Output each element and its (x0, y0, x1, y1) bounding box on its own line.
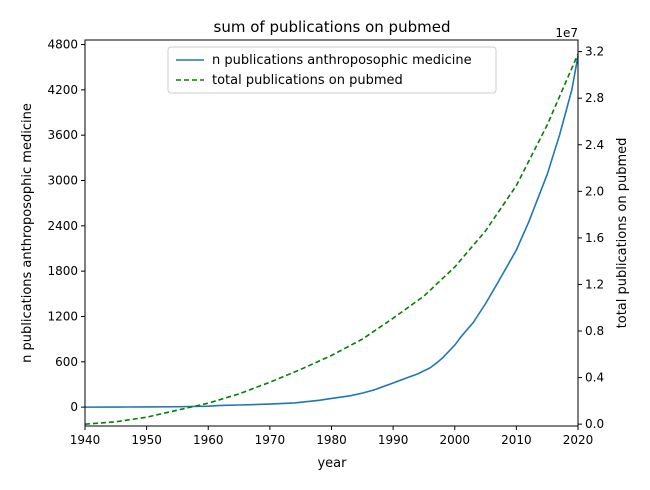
y-tick-label-right: 2.0 (585, 184, 604, 198)
y-tick-label-right: 1.2 (585, 277, 604, 291)
y-axis-label-right: total publications on pubmed (615, 138, 630, 329)
y-tick-label-left: 1800 (47, 264, 78, 278)
x-tick-label: 1960 (193, 433, 224, 447)
series-line-0 (84, 55, 579, 408)
y-tick-label-left: 2400 (47, 219, 78, 233)
axes: 1940 1950 1960 1970 1980 1990 2000 2010 2020 0 600… (47, 38, 604, 447)
x-tick-label: 2000 (439, 433, 470, 447)
plot-area (84, 53, 579, 425)
x-tick-label: 1970 (255, 433, 286, 447)
y-tick-label-left: 600 (55, 355, 78, 369)
legend-box (167, 46, 497, 94)
y-tick-label-left: 1200 (47, 309, 78, 323)
y-axis-label-left: n publications anthroposophic medicine (20, 103, 35, 363)
x-axis-label: year (317, 456, 347, 471)
x-tick-label: 1950 (131, 433, 162, 447)
y-tick-label-right: 1.6 (585, 231, 604, 245)
y-tick-label-left: 0 (70, 400, 78, 414)
x-tick-label: 1940 (70, 433, 101, 447)
x-tick-label: 2010 (501, 433, 532, 447)
legend-label-anthroposophic: n publications anthroposophic medicine (212, 53, 472, 68)
x-tick-label: 1980 (316, 433, 347, 447)
y-tick-label-left: 3000 (47, 174, 78, 188)
legend: n publications anthroposophic medicine t… (167, 46, 497, 94)
right-axis-multiplier: 1e7 (555, 26, 578, 40)
series-line-1 (84, 53, 579, 425)
y-tick-label-right: 3.2 (585, 45, 604, 59)
y-tick-label-right: 2.8 (585, 91, 604, 105)
y-tick-label-left: 4200 (47, 83, 78, 97)
y-tick-label-right: 0.0 (585, 417, 604, 431)
y-tick-label-right: 0.4 (585, 371, 604, 385)
y-tick-label-right: 2.4 (585, 138, 604, 152)
legend-label-pubmed: total publications on pubmed (212, 73, 403, 88)
x-tick-label: 1990 (378, 433, 409, 447)
x-tick-label: 2020 (563, 433, 594, 447)
y-tick-label-left: 4800 (47, 38, 78, 52)
y-tick-label-right: 0.8 (585, 324, 604, 338)
y-tick-label-left: 3600 (47, 128, 78, 142)
chart-title: sum of publications on pubmed (214, 18, 451, 36)
